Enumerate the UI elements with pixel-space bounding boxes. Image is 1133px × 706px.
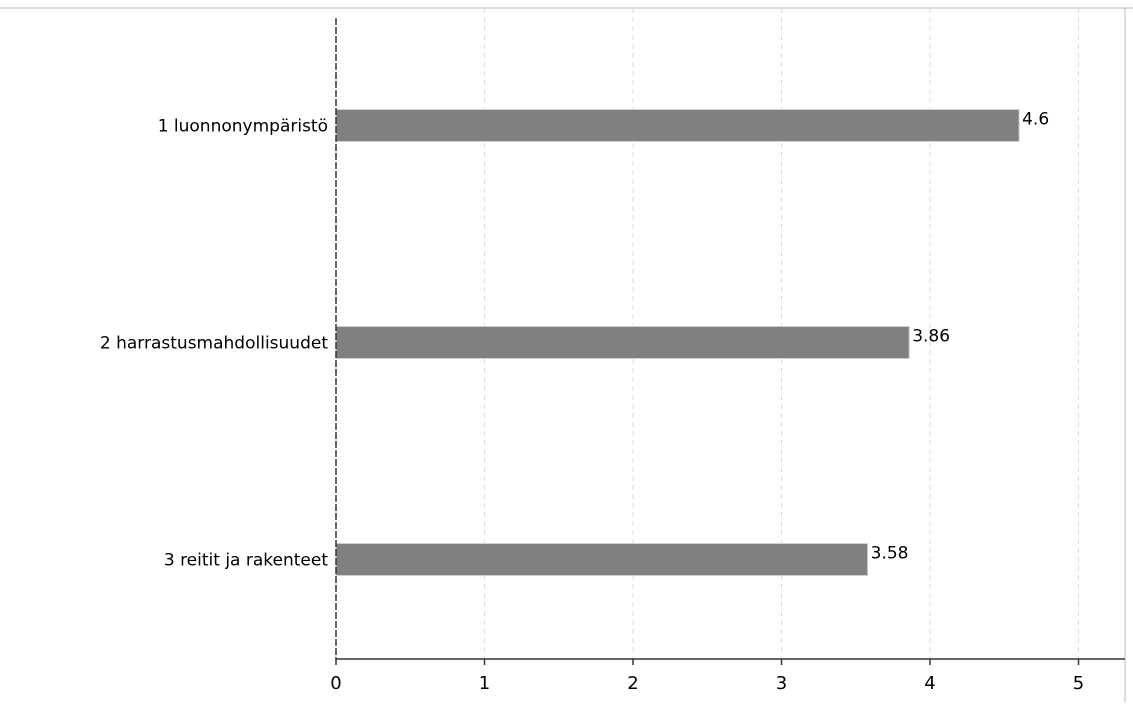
category-label-2: 2 harrastusmahdollisuudet <box>100 334 328 354</box>
bars <box>335 109 1020 576</box>
value-label-2: 3.86 <box>912 327 950 347</box>
category-label-3: 3 reitit ja rakenteet <box>164 551 328 571</box>
x-tick-label-0: 0 <box>330 673 341 694</box>
labels: 1 luonnonympäristö 4.6 2 harrastusmahdolli… <box>100 110 1084 695</box>
bar-3 <box>336 543 868 576</box>
x-tick-label-4: 4 <box>924 673 935 694</box>
x-tick-label-1: 1 <box>479 673 490 694</box>
bar-1 <box>336 109 1020 142</box>
x-tick-label-3: 3 <box>776 673 787 694</box>
bar-2 <box>336 326 910 359</box>
axes <box>335 18 1125 665</box>
bar-edge-1 <box>335 109 1020 142</box>
value-label-1: 4.6 <box>1022 110 1049 130</box>
value-label-3: 3.58 <box>871 544 909 564</box>
category-label-1: 1 luonnonympäristö <box>158 117 328 137</box>
x-tick-label-5: 5 <box>1073 673 1084 694</box>
x-tick-label-2: 2 <box>627 673 638 694</box>
